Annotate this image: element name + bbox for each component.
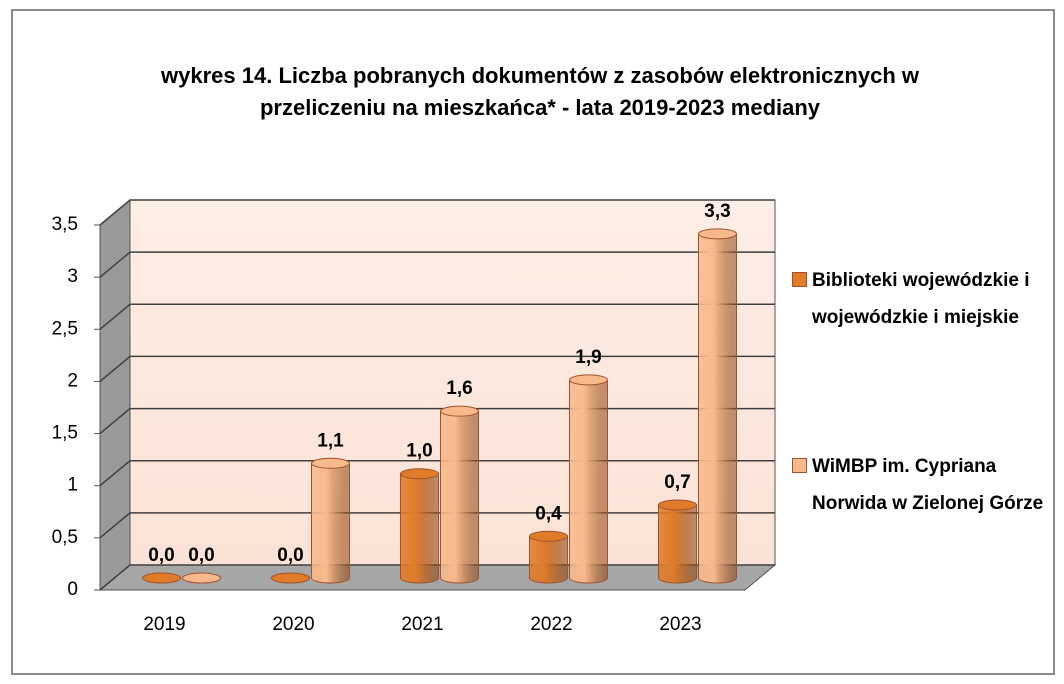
legend-swatch: [792, 272, 807, 287]
data-label: 1,0: [406, 441, 432, 462]
bar: [569, 379, 608, 584]
bar-top: [400, 468, 439, 480]
bar: [400, 473, 439, 584]
bar: [658, 504, 697, 584]
y-tick-label: 1: [67, 475, 78, 496]
bar-top: [658, 499, 697, 511]
y-tick-label: 0: [67, 579, 78, 600]
bar-top: [142, 572, 181, 584]
y-tick-label: 3: [67, 266, 78, 287]
bar-top: [182, 572, 221, 584]
grid-line: [99, 512, 775, 539]
grid-line: [99, 303, 775, 330]
grid-line: [99, 355, 775, 383]
bar-top: [569, 374, 608, 386]
data-label: 3,3: [704, 201, 730, 222]
x-tick-label: 2021: [401, 614, 443, 635]
bar: [698, 233, 737, 584]
data-label: 0,0: [277, 545, 303, 566]
data-label: 1,1: [317, 430, 344, 451]
data-label: 0,4: [535, 503, 562, 524]
bar-top: [311, 457, 350, 469]
data-label: 0,7: [664, 472, 690, 493]
grid-line: [99, 199, 775, 226]
bar: [311, 462, 350, 584]
legend-label: WiMBP im. Cypriana Norwida w Zielonej Gó…: [812, 456, 1044, 514]
grid-line: [99, 459, 775, 487]
y-tick-label: 0,5: [52, 527, 78, 548]
y-tick-label: 2,5: [52, 318, 78, 339]
side-wall: [99, 198, 131, 592]
y-tick-label: 1,5: [52, 423, 78, 444]
bar: [440, 410, 479, 584]
grid-line: [99, 251, 775, 278]
data-label: 1,9: [575, 347, 601, 368]
bar-top: [529, 530, 568, 542]
grid-line: [99, 407, 775, 435]
y-tick-label: 3,5: [52, 214, 78, 235]
legend-label: Biblioteki wojewódzkie i wojewódzkie i m…: [812, 270, 1030, 328]
legend-item: WiMBP im. Cypriana Norwida w Zielonej Gó…: [792, 448, 1047, 522]
bar-top: [698, 228, 737, 240]
bar: [529, 535, 568, 584]
bar-top: [440, 405, 479, 417]
x-tick-label: 2019: [143, 614, 185, 635]
y-tick-label: 2: [67, 370, 78, 391]
data-label: 0,0: [188, 545, 214, 566]
x-tick-label: 2023: [659, 614, 701, 635]
bar-top: [271, 572, 310, 584]
chart-title: wykres 14. Liczba pobranych dokumentów z…: [161, 63, 919, 120]
x-tick-label: 2022: [530, 614, 572, 635]
x-tick-label: 2020: [272, 614, 314, 635]
data-label: 1,6: [446, 378, 472, 399]
legend-swatch: [792, 458, 807, 473]
legend-item: Biblioteki wojewódzkie i wojewódzkie i m…: [792, 262, 1047, 336]
data-label: 0,0: [148, 545, 174, 566]
